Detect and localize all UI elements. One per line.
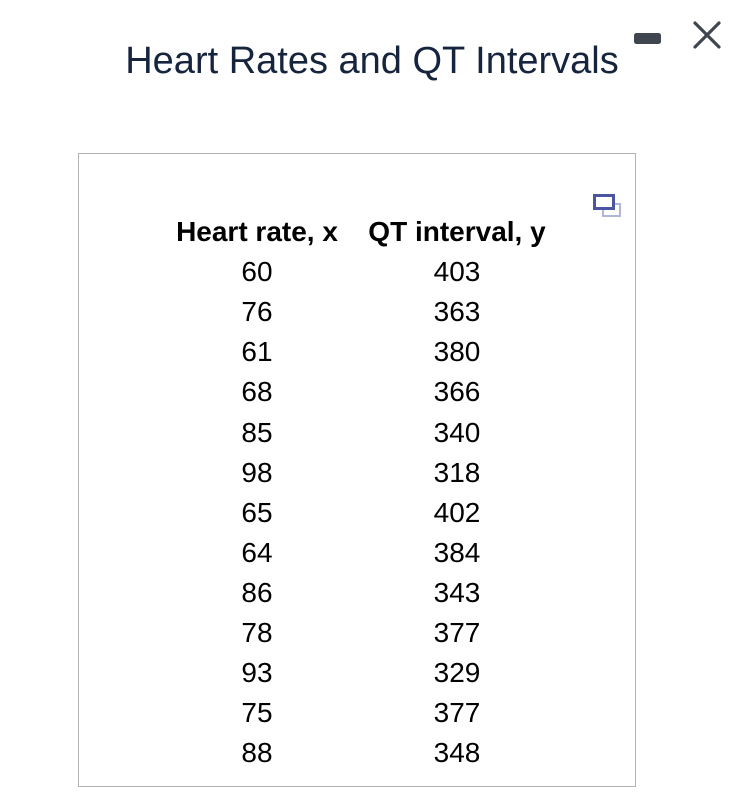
column-header-qt-interval: QT interval, y <box>368 216 546 248</box>
data-table: Heart rate, x QT interval, y 60 403 76 3… <box>79 212 635 773</box>
heart-rate-cell: 76 <box>241 296 273 328</box>
qt-interval-cell: 348 <box>433 737 481 769</box>
heart-rate-cell: 61 <box>241 336 273 368</box>
minimize-button[interactable] <box>628 26 666 50</box>
qt-interval-cell: 380 <box>433 336 481 368</box>
minus-icon <box>633 32 661 44</box>
qt-interval-cell: 377 <box>433 616 481 648</box>
table-row: 68 366 <box>79 372 635 412</box>
table-row: 65 402 <box>79 493 635 533</box>
table-row: 78 377 <box>79 613 635 653</box>
heart-rate-cell: 78 <box>241 616 273 648</box>
qt-interval-cell: 377 <box>433 697 481 729</box>
qt-interval-cell: 363 <box>433 296 481 328</box>
heart-rate-cell: 93 <box>241 657 273 689</box>
close-button[interactable] <box>688 17 726 53</box>
data-table-panel: Heart rate, x QT interval, y 60 403 76 3… <box>78 153 636 787</box>
page-title: Heart Rates and QT Intervals <box>125 40 619 82</box>
qt-interval-cell: 384 <box>433 536 481 568</box>
heart-rate-cell: 98 <box>241 456 273 488</box>
table-row: 85 340 <box>79 412 635 452</box>
x-icon <box>693 21 721 49</box>
table-header-row: Heart rate, x QT interval, y <box>79 212 635 252</box>
qt-interval-cell: 329 <box>433 657 481 689</box>
qt-interval-cell: 403 <box>433 256 481 288</box>
qt-interval-cell: 340 <box>433 416 481 448</box>
heart-rate-cell: 85 <box>241 416 273 448</box>
heart-rate-cell: 65 <box>241 496 273 528</box>
table-row: 98 318 <box>79 453 635 493</box>
heart-rate-cell: 75 <box>241 697 273 729</box>
heart-rate-cell: 64 <box>241 536 273 568</box>
copy-data-button[interactable] <box>575 176 621 217</box>
table-row: 61 380 <box>79 332 635 372</box>
table-row: 86 343 <box>79 573 635 613</box>
heart-rate-cell: 86 <box>241 576 273 608</box>
qt-interval-cell: 343 <box>433 576 481 608</box>
qt-interval-cell: 366 <box>433 376 481 408</box>
qt-interval-cell: 318 <box>433 456 481 488</box>
qt-interval-cell: 402 <box>433 496 481 528</box>
column-header-heart-rate: Heart rate, x <box>176 216 338 248</box>
heart-rate-cell: 88 <box>241 737 273 769</box>
table-row: 60 403 <box>79 252 635 292</box>
table-row: 64 384 <box>79 533 635 573</box>
table-row: 93 329 <box>79 653 635 693</box>
heart-rate-cell: 60 <box>241 256 273 288</box>
heart-rate-cell: 68 <box>241 376 273 408</box>
table-row: 88 348 <box>79 733 635 773</box>
table-row: 76 363 <box>79 292 635 332</box>
table-row: 75 377 <box>79 693 635 733</box>
